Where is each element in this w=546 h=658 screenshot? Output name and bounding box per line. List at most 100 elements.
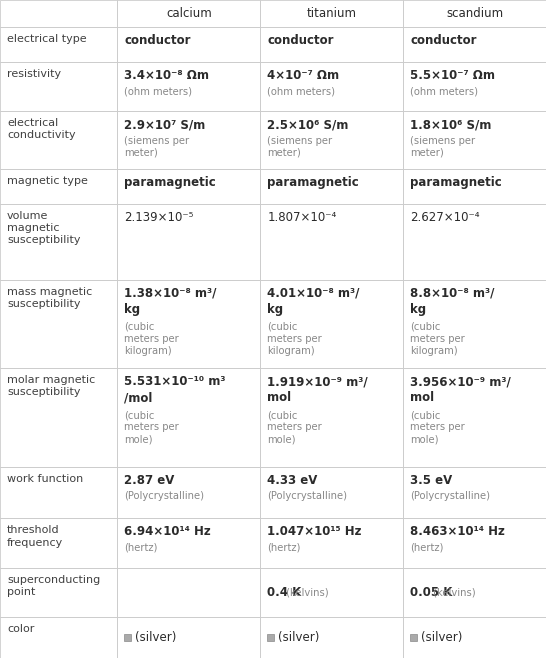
Text: scandium: scandium [447,7,503,20]
Text: (silver): (silver) [422,631,463,644]
Text: (Polycrystalline): (Polycrystalline) [411,492,490,501]
Bar [117,203,260,280]
Bar [268,634,275,641]
Text: (kelvins): (kelvins) [430,587,475,597]
Text: (ohm meters): (ohm meters) [268,86,335,96]
Bar [403,203,546,280]
Text: electrical type: electrical type [7,34,87,43]
Text: color: color [7,624,34,634]
Text: (siemens per
meter): (siemens per meter) [124,136,189,157]
Bar [117,168,260,203]
Text: calcium: calcium [166,7,212,20]
Text: (cubic
meters per
mole): (cubic meters per mole) [268,410,322,444]
Text: (kelvins): (kelvins) [283,587,329,597]
Bar [403,518,546,567]
Bar [260,368,403,467]
Bar [403,280,546,368]
Bar [117,0,260,27]
Text: 2.627×10⁻⁴: 2.627×10⁻⁴ [411,211,480,224]
Text: (hertz): (hertz) [411,543,444,553]
Text: (Polycrystalline): (Polycrystalline) [268,492,347,501]
Text: threshold
frequency: threshold frequency [7,525,63,547]
Bar [0,617,117,658]
Text: (silver): (silver) [135,631,177,644]
Bar [403,467,546,518]
Bar [403,27,546,62]
Bar [403,62,546,111]
Bar [403,0,546,27]
Text: work function: work function [7,474,83,484]
Text: 8.463×10¹⁴ Hz: 8.463×10¹⁴ Hz [411,525,506,538]
Bar [124,634,132,641]
Text: conductor: conductor [124,34,191,47]
Text: (cubic
meters per
kilogram): (cubic meters per kilogram) [411,322,465,356]
Text: 1.8×10⁶ S/m: 1.8×10⁶ S/m [411,118,492,131]
Text: 3.956×10⁻⁹ m³/
mol: 3.956×10⁻⁹ m³/ mol [411,375,511,404]
Text: (cubic
meters per
kilogram): (cubic meters per kilogram) [268,322,322,356]
Bar [117,368,260,467]
Text: mass magnetic
susceptibility: mass magnetic susceptibility [7,287,92,309]
Text: (ohm meters): (ohm meters) [411,86,478,96]
Text: 1.919×10⁻⁹ m³/
mol: 1.919×10⁻⁹ m³/ mol [268,375,368,404]
Text: 6.94×10¹⁴ Hz: 6.94×10¹⁴ Hz [124,525,211,538]
Text: conductor: conductor [268,34,334,47]
Text: 3.5 eV: 3.5 eV [411,474,453,487]
Bar [0,467,117,518]
Bar [403,617,546,658]
Bar [403,168,546,203]
Bar [403,368,546,467]
Text: (siemens per
meter): (siemens per meter) [268,136,333,157]
Bar [260,27,403,62]
Bar [117,62,260,111]
Bar [0,203,117,280]
Text: molar magnetic
susceptibility: molar magnetic susceptibility [7,375,95,397]
Text: 1.38×10⁻⁸ m³/
kg: 1.38×10⁻⁸ m³/ kg [124,287,217,316]
Text: (hertz): (hertz) [268,543,301,553]
Bar [0,368,117,467]
Bar [260,567,403,617]
Bar [0,27,117,62]
Text: volume
magnetic
susceptibility: volume magnetic susceptibility [7,211,80,245]
Bar [260,617,403,658]
Bar [403,567,546,617]
Text: (hertz): (hertz) [124,543,158,553]
Bar [403,111,546,168]
Bar [0,567,117,617]
Bar [260,62,403,111]
Text: electrical
conductivity: electrical conductivity [7,118,76,140]
Text: 2.5×10⁶ S/m: 2.5×10⁶ S/m [268,118,349,131]
Text: (siemens per
meter): (siemens per meter) [411,136,476,157]
Text: superconducting
point: superconducting point [7,574,100,597]
Bar [117,617,260,658]
Text: 2.9×10⁷ S/m: 2.9×10⁷ S/m [124,118,206,131]
Bar [260,467,403,518]
Text: (silver): (silver) [278,631,320,644]
Text: paramagnetic: paramagnetic [268,176,359,189]
Bar [0,168,117,203]
Bar [260,111,403,168]
Bar [0,62,117,111]
Text: paramagnetic: paramagnetic [411,176,502,189]
Bar [117,467,260,518]
Text: 0.4 K: 0.4 K [268,586,302,599]
Text: 4.33 eV: 4.33 eV [268,474,318,487]
Text: 3.4×10⁻⁸ Ωm: 3.4×10⁻⁸ Ωm [124,68,209,82]
Text: 2.139×10⁻⁵: 2.139×10⁻⁵ [124,211,194,224]
Bar [260,518,403,567]
Text: 1.807×10⁻⁴: 1.807×10⁻⁴ [268,211,337,224]
Text: 2.87 eV: 2.87 eV [124,474,175,487]
Bar [260,280,403,368]
Text: 4.01×10⁻⁸ m³/
kg: 4.01×10⁻⁸ m³/ kg [268,287,360,316]
Text: 5.5×10⁻⁷ Ωm: 5.5×10⁻⁷ Ωm [411,68,495,82]
Text: 5.531×10⁻¹⁰ m³
/mol: 5.531×10⁻¹⁰ m³ /mol [124,375,226,404]
Text: 4×10⁻⁷ Ωm: 4×10⁻⁷ Ωm [268,68,340,82]
Text: (Polycrystalline): (Polycrystalline) [124,492,204,501]
Bar [0,280,117,368]
Text: paramagnetic: paramagnetic [124,176,216,189]
Text: (cubic
meters per
mole): (cubic meters per mole) [124,410,179,444]
Bar [117,567,260,617]
Bar [260,168,403,203]
Text: magnetic type: magnetic type [7,176,88,186]
Text: (ohm meters): (ohm meters) [124,86,192,96]
Text: 0.05 K: 0.05 K [411,586,453,599]
